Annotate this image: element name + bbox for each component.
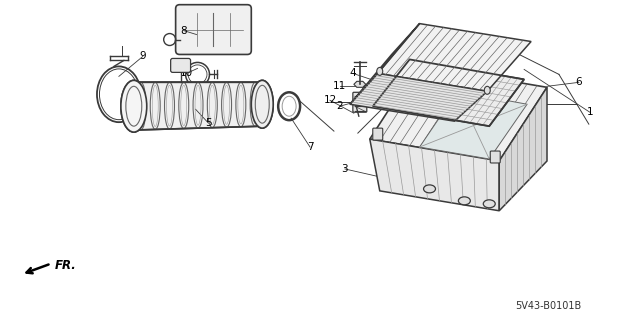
Ellipse shape — [424, 185, 435, 193]
Ellipse shape — [121, 80, 147, 132]
Text: 4: 4 — [349, 68, 356, 78]
Ellipse shape — [121, 80, 147, 132]
Text: 11: 11 — [333, 81, 346, 91]
Text: 2: 2 — [337, 101, 343, 111]
Polygon shape — [350, 24, 420, 104]
Ellipse shape — [484, 86, 490, 94]
FancyBboxPatch shape — [353, 92, 367, 112]
Text: 3: 3 — [342, 164, 348, 174]
Polygon shape — [420, 91, 527, 159]
Polygon shape — [370, 65, 547, 161]
Polygon shape — [378, 24, 531, 91]
Polygon shape — [354, 81, 366, 87]
Ellipse shape — [483, 200, 495, 208]
Text: 1: 1 — [586, 107, 593, 117]
Text: 5: 5 — [205, 118, 212, 128]
Text: FR.: FR. — [55, 259, 77, 272]
Ellipse shape — [377, 67, 383, 75]
FancyBboxPatch shape — [372, 128, 383, 140]
Text: 10: 10 — [180, 68, 193, 78]
Ellipse shape — [252, 80, 273, 128]
Text: 9: 9 — [140, 51, 146, 62]
Text: 12: 12 — [323, 95, 337, 105]
Circle shape — [422, 169, 438, 185]
Ellipse shape — [252, 80, 273, 128]
Ellipse shape — [458, 197, 470, 205]
Polygon shape — [372, 49, 415, 106]
FancyBboxPatch shape — [171, 58, 191, 72]
FancyBboxPatch shape — [175, 5, 252, 55]
Polygon shape — [350, 73, 487, 121]
Ellipse shape — [356, 98, 362, 102]
Text: 5V43-B0101B: 5V43-B0101B — [515, 301, 581, 311]
Polygon shape — [372, 59, 524, 126]
Text: 7: 7 — [307, 142, 314, 152]
FancyBboxPatch shape — [490, 151, 500, 163]
Text: 8: 8 — [180, 26, 187, 35]
Text: 6: 6 — [575, 77, 582, 87]
Polygon shape — [370, 139, 499, 211]
Polygon shape — [132, 82, 264, 130]
Polygon shape — [499, 87, 547, 211]
